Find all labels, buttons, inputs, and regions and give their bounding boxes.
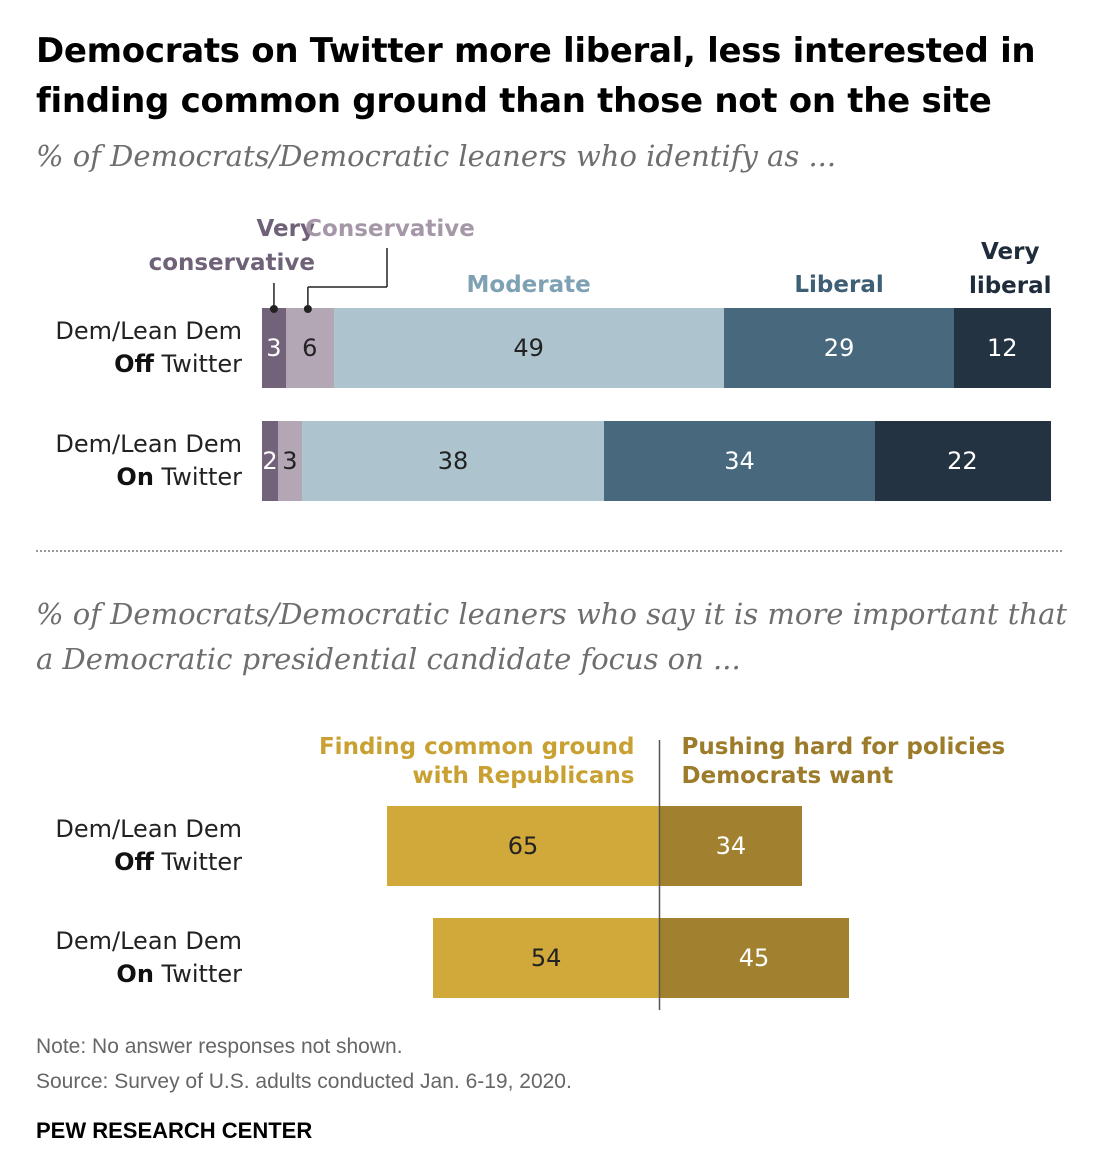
bar-conservative-off	[285, 308, 335, 388]
value-label-pushing-hard-for-policies-democrats-want: 45	[738, 944, 770, 972]
legend-label-very-conservative: Very conservative	[148, 216, 315, 276]
footer-brand: PEW RESEARCH CENTER	[36, 1118, 313, 1143]
source-text: Source: Survey of U.S. adults conducted …	[36, 1070, 572, 1093]
value-label-conservative: 6	[302, 334, 318, 362]
bar-moderate-on	[301, 421, 605, 501]
value-label-moderate: 49	[513, 334, 544, 362]
value-label-very-liberal: 22	[947, 447, 978, 475]
bar-very-liberal-off	[954, 308, 1051, 388]
bar-moderate-off	[333, 308, 725, 388]
row-label-bold: On	[116, 463, 154, 491]
row-label-line1: Dem/Lean Dem	[55, 815, 242, 843]
value-label-very-liberal: 12	[986, 334, 1018, 362]
value-label-liberal: 34	[724, 447, 755, 475]
bar-very-conservative-off	[262, 308, 287, 388]
value-label-moderate: 38	[437, 447, 469, 475]
row-label-suffix: Twitter	[153, 463, 242, 491]
row-label-chart1-off: Dem/Lean Dem Off Twitter	[0, 315, 242, 381]
bar-pushing-hard-for-policies-democrats-want-off	[659, 806, 803, 886]
value-label-very-conservative: 2	[262, 447, 278, 475]
row-label-line2: On Twitter	[0, 958, 242, 991]
row-label-suffix: Twitter	[153, 350, 242, 378]
row-label-chart2-off: Dem/Lean Dem Off Twitter	[0, 813, 242, 879]
row-label-chart2-on: Dem/Lean Dem On Twitter	[0, 925, 242, 991]
bar-very-conservative-on	[262, 421, 279, 501]
leader-dot-very-conservative	[269, 305, 278, 313]
row-label-suffix: Twitter	[153, 960, 242, 988]
chart1-subtitle: % of Democrats/Democratic leaners who id…	[36, 139, 837, 173]
row-label-line1: Dem/Lean Dem	[55, 927, 242, 955]
bar-finding-common-ground-with-republicans-off	[386, 806, 660, 886]
bar-liberal-off	[723, 308, 956, 388]
note-text: Note: No answer responses not shown.	[36, 1035, 403, 1058]
chart2-subtitle: % of Democrats/Democratic leaners who sa…	[36, 597, 1068, 676]
row-label-line2: Off Twitter	[0, 348, 242, 381]
row-label-bold: Off	[114, 350, 154, 378]
row-label-bold: On	[116, 960, 154, 988]
value-label-liberal: 29	[823, 334, 855, 362]
bar-pushing-hard-for-policies-democrats-want-on	[659, 918, 849, 998]
row-label-bold: Off	[114, 848, 154, 876]
legend-label-conservative: Conservative	[305, 216, 475, 242]
value-label-finding-common-ground-with-republicans: 54	[530, 944, 562, 972]
leader-dot-conservative	[303, 305, 312, 313]
row-label-line2: On Twitter	[0, 461, 242, 494]
row-label-line1: Dem/Lean Dem	[55, 430, 242, 458]
value-label-conservative: 3	[282, 447, 298, 475]
legend-label-moderate: Moderate	[466, 272, 591, 298]
row-label-line1: Dem/Lean Dem	[55, 317, 242, 345]
value-label-pushing-hard-for-policies-democrats-want: 34	[715, 832, 747, 860]
bar-liberal-on	[604, 421, 876, 501]
value-label-very-conservative: 3	[266, 334, 282, 362]
legend-label-pushing-hard-for-policies-democrats-want: Pushing hard for policies Democrats want	[681, 734, 1006, 789]
row-label-line2: Off Twitter	[0, 846, 242, 879]
legend-label-finding-common-ground-with-republicans: Finding common ground with Republicans	[318, 734, 635, 789]
legend-label-very-liberal: Very liberal	[968, 239, 1052, 299]
row-label-chart1-on: Dem/Lean Dem On Twitter	[0, 428, 242, 494]
bar-finding-common-ground-with-republicans-on	[432, 918, 660, 998]
value-label-finding-common-ground-with-republicans: 65	[507, 832, 539, 860]
section-divider	[36, 550, 1062, 552]
row-label-suffix: Twitter	[153, 848, 242, 876]
chart-title: Democrats on Twitter more liberal, less …	[36, 31, 1036, 121]
legend-label-liberal: Liberal	[794, 272, 884, 298]
bar-conservative-on	[277, 421, 303, 501]
bar-very-liberal-on	[874, 421, 1051, 501]
